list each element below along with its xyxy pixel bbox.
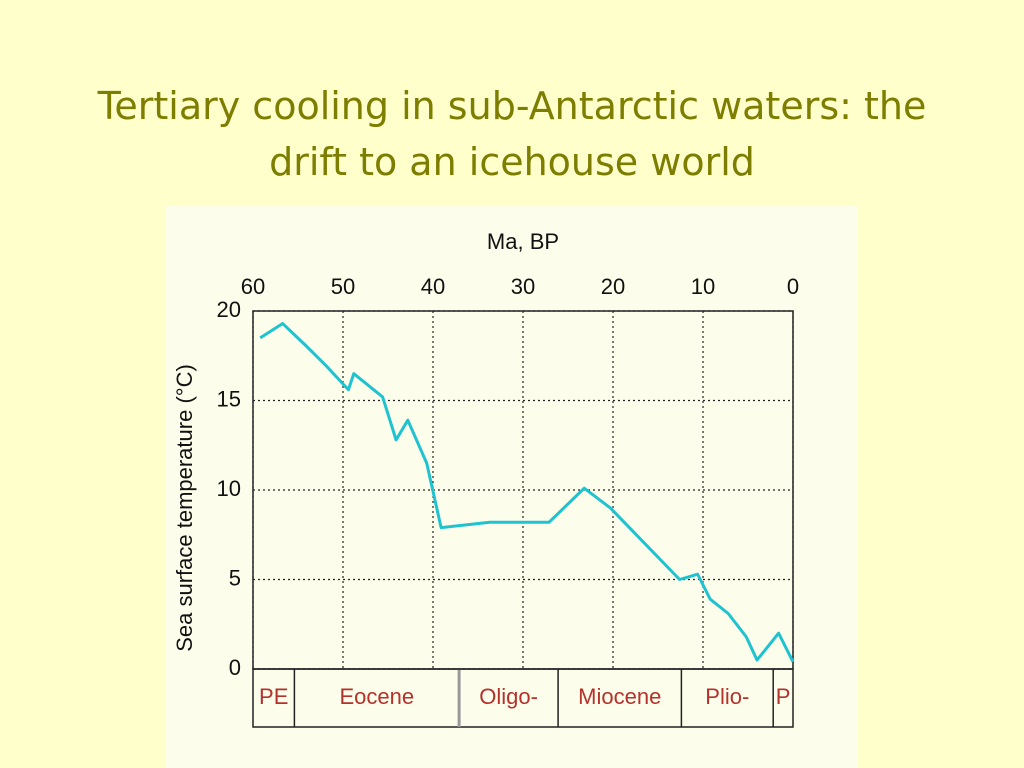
x-axis-label: Ma, BP	[487, 229, 559, 254]
epoch-label: Eocene	[339, 684, 414, 709]
epoch-label: Miocene	[578, 684, 661, 709]
x-tick-label: 0	[787, 274, 799, 299]
x-tick-label: 40	[421, 274, 445, 299]
x-tick-label: 30	[511, 274, 535, 299]
y-tick-label: 5	[229, 565, 241, 590]
x-tick-label: 60	[241, 274, 265, 299]
y-axis-label: Sea surface temperature (°C)	[172, 364, 197, 652]
x-tick-label: 20	[601, 274, 625, 299]
y-tick-label: 20	[217, 297, 241, 322]
epoch-label: Plio-	[705, 684, 749, 709]
plot-frame	[252, 310, 794, 670]
epoch-label: P	[776, 684, 791, 709]
epoch-label: PE	[259, 684, 288, 709]
y-tick-label: 10	[217, 476, 241, 501]
slide-title: Tertiary cooling in sub-Antarctic waters…	[97, 84, 927, 184]
epoch-label: Oligo-	[479, 684, 538, 709]
chart-background	[165, 205, 858, 768]
y-tick-label: 0	[229, 655, 241, 680]
y-tick-label: 15	[217, 386, 241, 411]
x-tick-label: 50	[331, 274, 355, 299]
x-tick-label: 10	[691, 274, 715, 299]
temperature-line	[259, 322, 795, 663]
